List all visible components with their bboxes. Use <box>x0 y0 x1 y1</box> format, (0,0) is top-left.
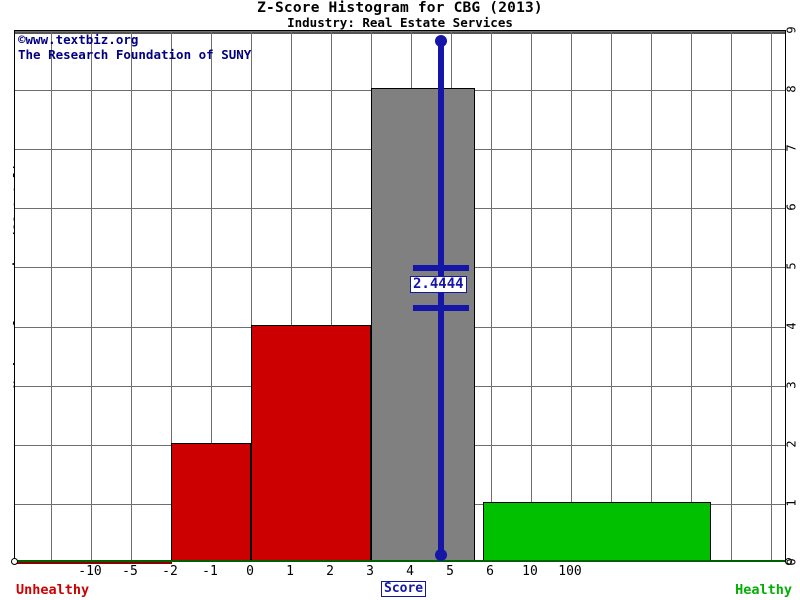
score-tick-lower <box>413 305 469 312</box>
chart-subtitle: Industry: Real Estate Services <box>287 15 513 30</box>
x-axis-tick-label: 3 <box>366 564 374 579</box>
axis-baseline-healthy <box>14 560 786 562</box>
x-axis-tick-label: -10 <box>78 564 102 579</box>
histogram-bar <box>483 501 711 561</box>
gridline-vertical <box>131 31 132 561</box>
histogram-bar <box>171 442 251 561</box>
y-axis-tick-label: 2 <box>784 440 799 448</box>
x-axis-tick-label: 1 <box>286 564 294 579</box>
gridline-vertical <box>611 31 612 561</box>
y-axis-tick-label: 4 <box>784 321 799 330</box>
score-marker-line <box>435 35 447 561</box>
x-axis-tick-label: -1 <box>202 564 218 579</box>
gridline-vertical <box>331 31 332 561</box>
x-axis-tick-label: 6 <box>486 564 494 579</box>
score-value-label: 2.4444 <box>410 276 467 294</box>
axis-baseline-unhealthy <box>14 562 172 564</box>
x-axis-tick-label: 5 <box>446 564 454 579</box>
y-axis-tick-label: 3 <box>784 381 799 389</box>
watermark-line-1: ©www.textbiz.org <box>18 32 139 47</box>
plot-area: 2.4444 <box>14 30 786 562</box>
gridline-vertical <box>691 31 692 561</box>
y-axis-tick-label: 9 <box>784 26 799 34</box>
score-marker-cap-bottom <box>435 549 447 561</box>
gridline-vertical <box>571 31 572 561</box>
gridline-vertical <box>291 31 292 561</box>
axis-endcap-left <box>11 558 18 565</box>
histogram-bar <box>251 324 371 561</box>
gridline-vertical <box>771 31 772 561</box>
x-axis-tick-label: -5 <box>122 564 138 579</box>
histogram-bar <box>371 88 475 561</box>
watermark-line-2: The Research Foundation of SUNY <box>18 47 252 62</box>
chart-title: Z-Score Histogram for CBG (2013) <box>257 0 543 16</box>
axis-endcap-right <box>785 558 792 565</box>
y-axis-tick-label: 5 <box>784 262 799 271</box>
x-axis-tick-label: -2 <box>162 564 178 579</box>
y-axis-tick-label: 1 <box>784 499 799 507</box>
gridline-vertical <box>91 31 92 561</box>
gridline-horizontal <box>15 31 785 32</box>
y-axis-tick-label: 0 <box>784 558 799 566</box>
gridline-vertical <box>251 31 252 561</box>
label-unhealthy: Unhealthy <box>16 582 90 598</box>
score-marker-cap-top <box>435 35 447 47</box>
gridline-vertical <box>651 31 652 561</box>
x-axis-tick-label: 2 <box>326 564 334 579</box>
y-axis-tick-label: 6 <box>784 203 799 211</box>
label-healthy: Healthy <box>735 582 792 598</box>
x-axis-tick-label: 100 <box>558 564 582 579</box>
gridline-vertical <box>51 31 52 561</box>
y-axis-tick-label: 7 <box>784 144 799 152</box>
gridline-vertical <box>491 31 492 561</box>
gridline-vertical <box>731 31 732 561</box>
label-score-axis: Score <box>381 581 427 597</box>
x-axis-tick-label: 10 <box>522 564 538 579</box>
watermark: ©www.textbiz.org The Research Foundation … <box>18 32 251 62</box>
gridline-vertical <box>211 31 212 561</box>
x-axis-tick-label: 0 <box>246 564 254 579</box>
score-tick-upper <box>413 265 469 272</box>
x-axis-tick-label: 4 <box>406 564 414 579</box>
gridline-vertical <box>531 31 532 561</box>
y-axis-tick-label: 8 <box>784 85 799 93</box>
gridline-vertical <box>171 31 172 561</box>
